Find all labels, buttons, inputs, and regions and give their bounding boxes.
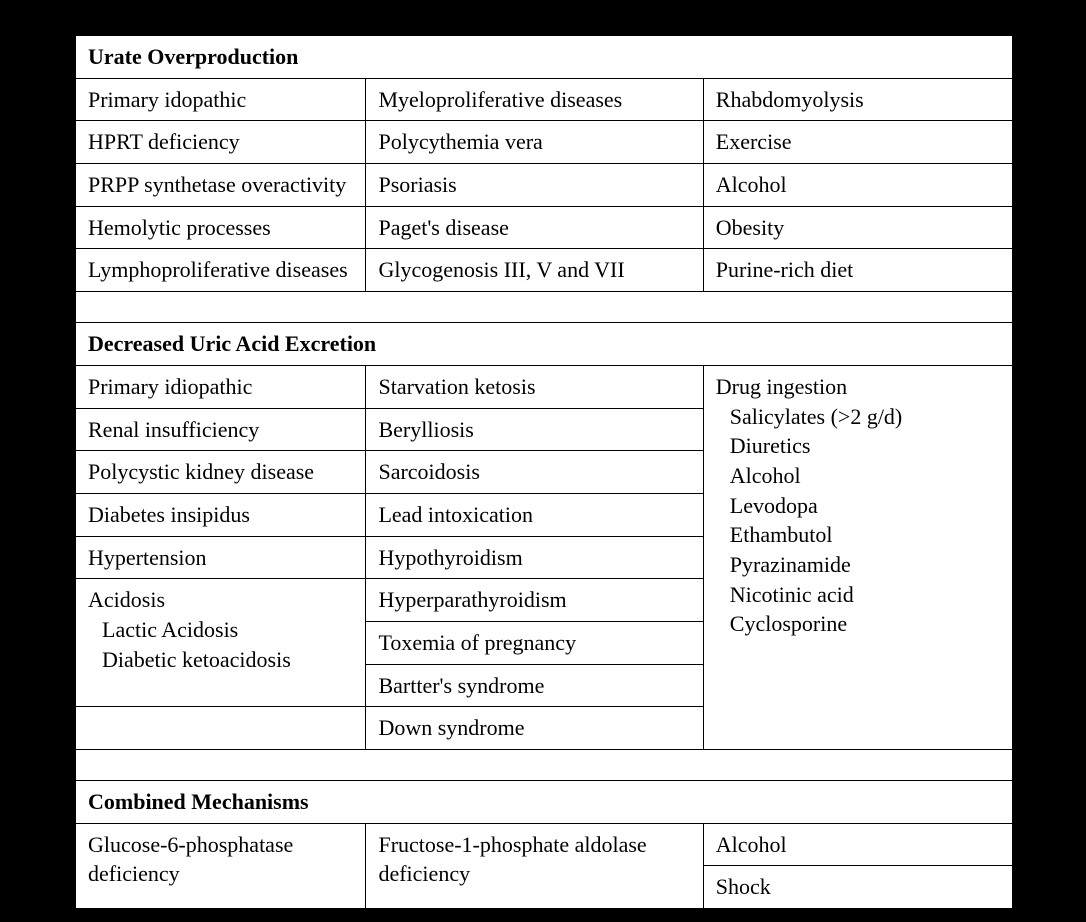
cell: Primary idiopathic <box>76 365 366 408</box>
drug-item: Ethambutol <box>716 520 1002 550</box>
cell: Rhabdomyolysis <box>703 78 1012 121</box>
section-spacer <box>76 292 1013 323</box>
cell-empty <box>76 707 366 750</box>
cell: Hemolytic processes <box>76 206 366 249</box>
drug-ingestion-cell: Drug ingestion Salicylates (>2 g/d) Diur… <box>703 365 1012 749</box>
cell: Hyperparathyroidism <box>366 579 703 622</box>
drug-item: Cyclosporine <box>716 609 1002 639</box>
cell: Polycystic kidney disease <box>76 451 366 494</box>
table-row: PRPP synthetase overactivity Psoriasis A… <box>76 164 1013 207</box>
cell: PRPP synthetase overactivity <box>76 164 366 207</box>
cell: Primary idopathic <box>76 78 366 121</box>
section-header-decreased: Decreased Uric Acid Excretion <box>76 323 1013 366</box>
cell: Glucose-6-phosphatase deficiency <box>76 823 366 908</box>
table-row: Hemolytic processes Paget's disease Obes… <box>76 206 1013 249</box>
table-row: Glucose-6-phosphatase deficiency Fructos… <box>76 823 1013 866</box>
cell: Starvation ketosis <box>366 365 703 408</box>
drug-item: Alcohol <box>716 461 1002 491</box>
table-row: Primary idiopathic Starvation ketosis Dr… <box>76 365 1013 408</box>
cell: Polycythemia vera <box>366 121 703 164</box>
table-row: Lymphoproliferative diseases Glycogenosi… <box>76 249 1013 292</box>
drug-ingestion-label: Drug ingestion <box>716 374 847 399</box>
acidosis-sub: Diabetic ketoacidosis <box>88 645 355 675</box>
cell: Renal insufficiency <box>76 408 366 451</box>
cell: Lead intoxication <box>366 493 703 536</box>
table-row: Primary idopathic Myeloproliferative dis… <box>76 78 1013 121</box>
cell: Purine-rich diet <box>703 249 1012 292</box>
cell: Shock <box>703 866 1012 909</box>
cell: Toxemia of pregnancy <box>366 621 703 664</box>
section-spacer <box>76 750 1013 781</box>
cell: Paget's disease <box>366 206 703 249</box>
drug-item: Pyrazinamide <box>716 550 1002 580</box>
drug-item: Diuretics <box>716 431 1002 461</box>
acidosis-cell: Acidosis Lactic Acidosis Diabetic ketoac… <box>76 579 366 707</box>
cell: Hypertension <box>76 536 366 579</box>
section-header-overproduction: Urate Overproduction <box>76 36 1013 79</box>
cell: Down syndrome <box>366 707 703 750</box>
cell: HPRT deficiency <box>76 121 366 164</box>
cell: Berylliosis <box>366 408 703 451</box>
cell: Obesity <box>703 206 1012 249</box>
document-page: Urate Overproduction Primary idopathic M… <box>75 35 1013 909</box>
cell: Sarcoidosis <box>366 451 703 494</box>
drug-item: Salicylates (>2 g/d) <box>716 402 1002 432</box>
table-row: HPRT deficiency Polycythemia vera Exerci… <box>76 121 1013 164</box>
cell: Glycogenosis III, V and VII <box>366 249 703 292</box>
cell: Lymphoproliferative diseases <box>76 249 366 292</box>
cell: Psoriasis <box>366 164 703 207</box>
causes-table: Urate Overproduction Primary idopathic M… <box>75 35 1013 909</box>
cell: Fructose-1-phosphate aldolase deficiency <box>366 823 703 908</box>
drug-item: Levodopa <box>716 491 1002 521</box>
cell: Alcohol <box>703 164 1012 207</box>
cell: Bartter's syndrome <box>366 664 703 707</box>
acidosis-sub: Lactic Acidosis <box>88 615 355 645</box>
drug-item: Nicotinic acid <box>716 580 1002 610</box>
cell: Alcohol <box>703 823 1012 866</box>
cell: Hypothyroidism <box>366 536 703 579</box>
acidosis-label: Acidosis <box>88 587 165 612</box>
cell: Myeloproliferative diseases <box>366 78 703 121</box>
section-header-combined: Combined Mechanisms <box>76 781 1013 824</box>
cell: Exercise <box>703 121 1012 164</box>
cell: Diabetes insipidus <box>76 493 366 536</box>
